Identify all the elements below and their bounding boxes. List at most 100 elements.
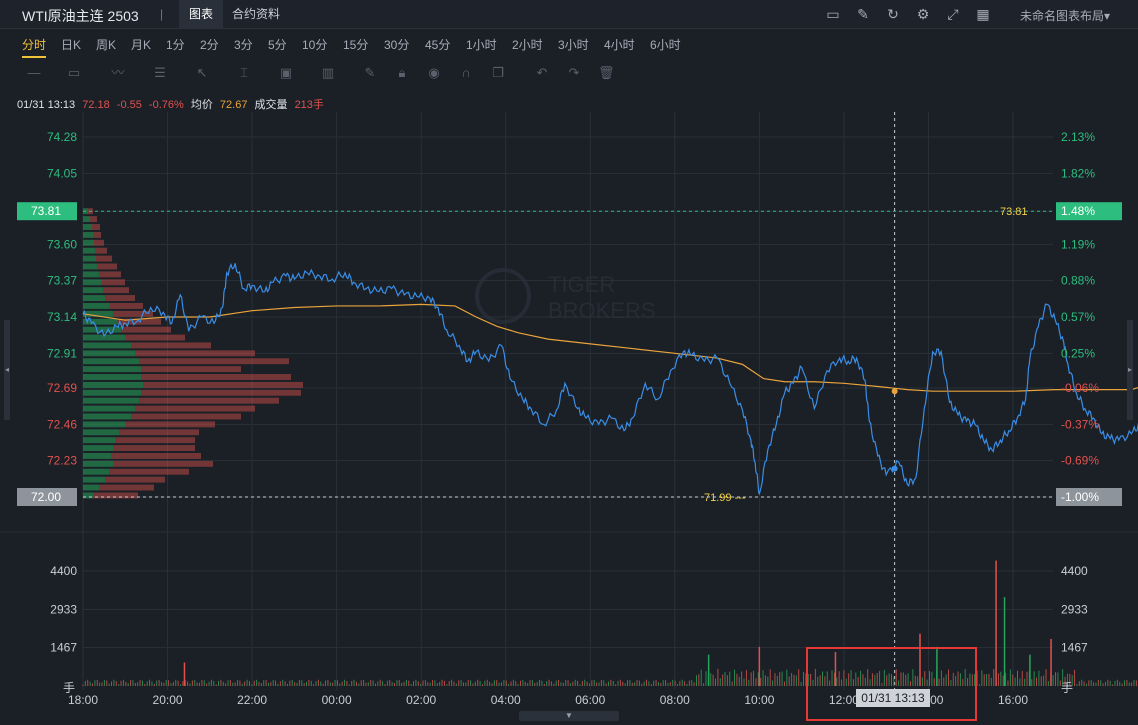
volume-profile-down-bar	[139, 358, 289, 365]
settings-gear-icon[interactable]: ⚙	[916, 6, 930, 22]
layout-grid-icon[interactable]: ▦	[976, 6, 990, 22]
measure-tool-icon[interactable]: ▥	[321, 65, 335, 80]
pct-axis-label: 1.48%	[1061, 204, 1095, 218]
chart-type-icon[interactable]: ▭	[826, 6, 840, 22]
volume-profile-up-bar	[83, 468, 109, 475]
volume-profile-down-bar	[99, 484, 154, 491]
volume-profile-up-bar	[83, 295, 105, 302]
period-week[interactable]: 周K	[96, 38, 117, 52]
price-axis-label: 74.28	[47, 130, 77, 144]
draw-pen-icon[interactable]: ✎	[857, 6, 869, 22]
period-10min[interactable]: 10分	[302, 38, 328, 52]
volume-profile-up-bar	[83, 389, 141, 396]
pct-axis-label: 2.13%	[1061, 130, 1095, 144]
volume-profile-down-bar	[125, 334, 185, 341]
instrument-title[interactable]: WTI原油主连 2503	[22, 8, 139, 24]
fullscreen-icon[interactable]: ⤢	[947, 6, 959, 22]
period-2min[interactable]: 2分	[200, 38, 219, 52]
tab-chart[interactable]: 图表	[179, 0, 224, 28]
period-45min[interactable]: 45分	[425, 38, 451, 52]
time-axis-label: 22:00	[237, 693, 267, 707]
brush-tool-icon[interactable]: ✎	[364, 65, 376, 80]
period-30min[interactable]: 30分	[384, 38, 410, 52]
refresh-icon[interactable]: ↻	[887, 6, 899, 22]
volume-profile-up-bar	[83, 413, 131, 420]
time-axis-label: 00:00	[322, 693, 352, 707]
period-month[interactable]: 月K	[131, 38, 152, 52]
volume-profile-up-bar	[83, 239, 94, 246]
volume-profile-up-bar	[83, 310, 113, 317]
period-3min[interactable]: 3分	[234, 38, 253, 52]
pct-axis-highlight-box	[1056, 202, 1122, 221]
volume-profile-up-bar	[83, 397, 139, 404]
label-tool-icon[interactable]: ▣	[279, 65, 293, 80]
undo-icon[interactable]: ↶	[536, 65, 548, 80]
period-day[interactable]: 日K	[61, 38, 82, 52]
max-price-label: 73.81	[1000, 206, 1028, 218]
price-axis-label: 74.05	[47, 166, 77, 180]
rectangle-tool-icon[interactable]: ▭	[67, 65, 81, 80]
volume-profile-up-bar	[83, 405, 135, 412]
volume-profile-up-bar	[83, 460, 113, 467]
price-axis-label: 73.37	[47, 274, 77, 288]
time-axis-label: 16:00	[998, 693, 1028, 707]
volume-profile-up-bar	[83, 484, 99, 491]
pct-axis-label: -0.06%	[1061, 381, 1099, 395]
volume-profile-down-bar	[105, 295, 135, 302]
period-5min[interactable]: 5分	[268, 38, 287, 52]
pct-axis-low-box	[1056, 488, 1122, 506]
average-price-line	[82, 303, 1138, 392]
period-2hour[interactable]: 2小时	[512, 38, 543, 52]
volume-profile-down-bar	[141, 374, 291, 380]
volume-profile-up-bar	[83, 318, 117, 325]
volume-profile-down-bar	[103, 287, 129, 294]
volume-axis-label-right: 4400	[1061, 564, 1088, 578]
pct-axis-label: -0.37%	[1061, 417, 1099, 431]
volume-profile-up-bar	[83, 231, 93, 238]
period-1hour[interactable]: 1小时	[466, 38, 497, 52]
left-panel-toggle[interactable]: ◂	[4, 320, 10, 420]
price-axis-label: 72.46	[47, 417, 77, 431]
time-axis-label: 20:00	[153, 693, 183, 707]
wave-tool-icon[interactable]: 〰	[111, 65, 125, 80]
price-axis-low-box	[17, 488, 77, 506]
layout-selector[interactable]: 未命名图表布局▾	[1020, 9, 1111, 23]
period-3hour[interactable]: 3小时	[558, 38, 589, 52]
time-axis-label: 02:00	[406, 693, 436, 707]
period-intraday[interactable]: 分时	[22, 38, 47, 52]
volume-axis-label-left: 4400	[50, 564, 77, 578]
pct-axis-label: -1.00%	[1061, 490, 1099, 504]
period-1min[interactable]: 1分	[166, 38, 185, 52]
delete-trash-icon[interactable]: 🗑︎	[598, 65, 615, 80]
text-box-tool-icon[interactable]: ☰	[154, 65, 166, 80]
visibility-eye-icon[interactable]: ◉	[428, 65, 440, 80]
volume-profile-up-bar	[83, 271, 99, 278]
volume-profile-up-bar	[83, 492, 93, 499]
volume-axis-label-left: 2933	[50, 602, 77, 616]
price-axis-label: 72.23	[47, 454, 77, 468]
volume-profile-down-bar	[90, 216, 97, 223]
price-axis-label: 73.14	[47, 310, 77, 324]
volume-profile-down-bar	[125, 421, 215, 428]
chart-scroll-handle[interactable]: ▼	[519, 711, 619, 721]
volume-profile-down-bar	[135, 405, 255, 412]
lock-icon[interactable]: 🔒︎	[398, 65, 406, 80]
time-axis-label: 12:00	[829, 693, 859, 707]
period-6hour[interactable]: 6小时	[650, 38, 681, 52]
volume-profile-down-bar	[105, 476, 165, 483]
tab-contract-info[interactable]: 合约资料	[232, 7, 281, 21]
magnet-icon[interactable]: ∩	[461, 65, 471, 80]
fibonacci-tool-icon[interactable]: ⌶	[240, 65, 248, 80]
copy-icon[interactable]: ❐	[492, 65, 504, 80]
period-15min[interactable]: 15分	[343, 38, 369, 52]
volume-profile-down-bar	[119, 429, 199, 436]
period-4hour[interactable]: 4小时	[604, 38, 635, 52]
price-axis-label: 73.60	[47, 237, 77, 251]
line-tool-icon[interactable]: —	[27, 65, 41, 80]
right-panel-toggle[interactable]: ▸	[1127, 320, 1133, 420]
info-volume-value: 213手	[294, 99, 324, 111]
drawing-toolbar: — ▭ 〰 ☰ ↖ ⌶ ▣ ▥ ✎ 🔒︎ ◉ ∩ ❐ ↶ ↷ 🗑︎	[0, 60, 1138, 86]
arrow-tool-icon[interactable]: ↖	[196, 65, 208, 80]
redo-icon[interactable]: ↷	[568, 65, 580, 80]
